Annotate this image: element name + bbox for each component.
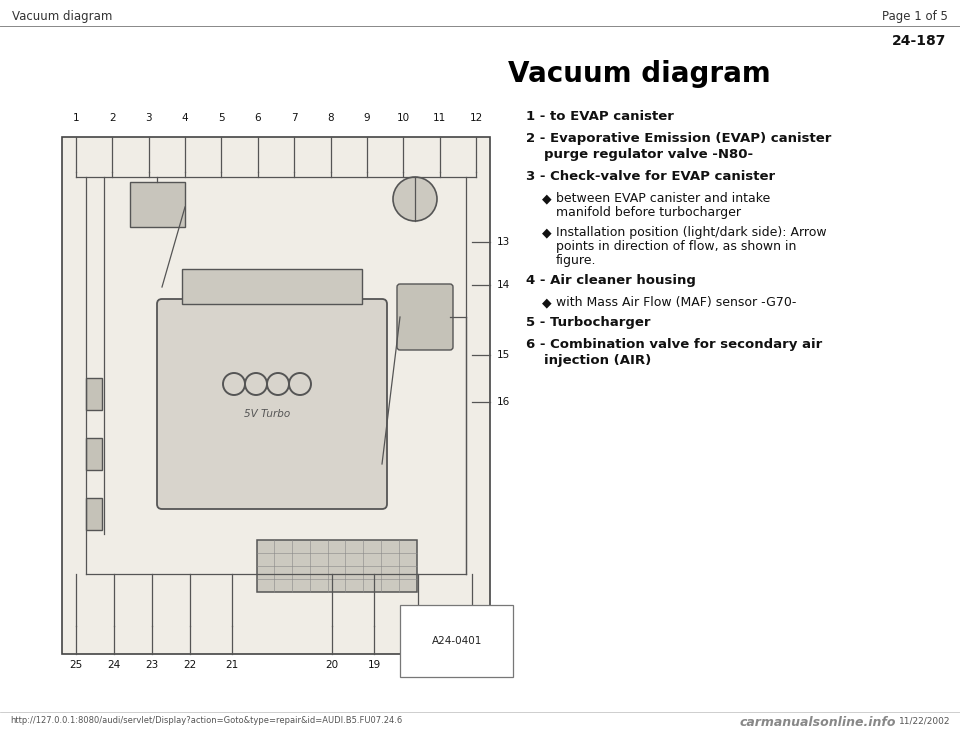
Text: 2 - Evaporative Emission (EVAP) canister: 2 - Evaporative Emission (EVAP) canister — [526, 132, 831, 145]
FancyBboxPatch shape — [157, 299, 387, 509]
Text: 18: 18 — [412, 660, 424, 670]
Text: A24-0401: A24-0401 — [432, 636, 482, 646]
Text: 4 - Air cleaner housing: 4 - Air cleaner housing — [526, 274, 696, 287]
Text: 5: 5 — [218, 113, 225, 123]
Text: injection (AIR): injection (AIR) — [544, 354, 651, 367]
Text: ◆: ◆ — [542, 296, 552, 309]
Text: 15: 15 — [497, 350, 511, 360]
Text: 4: 4 — [181, 113, 188, 123]
Bar — [86, 378, 102, 410]
Text: purge regulator valve -N80-: purge regulator valve -N80- — [544, 148, 754, 161]
Text: 23: 23 — [145, 660, 158, 670]
Text: 6 - Combination valve for secondary air: 6 - Combination valve for secondary air — [526, 338, 823, 351]
Text: 24-187: 24-187 — [892, 34, 946, 48]
Text: with Mass Air Flow (MAF) sensor -G70-: with Mass Air Flow (MAF) sensor -G70- — [556, 296, 797, 309]
Bar — [62, 137, 490, 654]
Text: Vacuum diagram: Vacuum diagram — [12, 10, 112, 23]
Text: ◆: ◆ — [542, 226, 552, 239]
Text: Vacuum diagram: Vacuum diagram — [508, 60, 771, 88]
Text: 9: 9 — [364, 113, 371, 123]
Bar — [86, 438, 102, 470]
Text: 19: 19 — [368, 660, 380, 670]
Text: 25: 25 — [69, 660, 83, 670]
Text: 8: 8 — [327, 113, 334, 123]
Text: 16: 16 — [497, 397, 511, 407]
Text: ◆: ◆ — [542, 192, 552, 205]
Text: 6: 6 — [254, 113, 261, 123]
Text: 7: 7 — [291, 113, 298, 123]
Text: Installation position (light/dark side): Arrow: Installation position (light/dark side):… — [556, 226, 827, 239]
Text: figure.: figure. — [556, 254, 596, 267]
Text: 14: 14 — [497, 280, 511, 290]
Text: 24: 24 — [108, 660, 121, 670]
Text: 1 - to EVAP canister: 1 - to EVAP canister — [526, 110, 674, 123]
Text: 21: 21 — [226, 660, 239, 670]
Text: 10: 10 — [396, 113, 410, 123]
Text: 12: 12 — [469, 113, 483, 123]
Text: 3: 3 — [145, 113, 152, 123]
Text: Page 1 of 5: Page 1 of 5 — [882, 10, 948, 23]
Text: carmanualsonline.info: carmanualsonline.info — [740, 716, 897, 729]
Text: 13: 13 — [497, 237, 511, 247]
Text: 1: 1 — [73, 113, 80, 123]
Text: 17: 17 — [466, 660, 479, 670]
Text: 5V Turbo: 5V Turbo — [244, 409, 290, 419]
Bar — [257, 540, 417, 592]
Text: 11: 11 — [433, 113, 446, 123]
Bar — [130, 182, 185, 227]
Text: 2: 2 — [109, 113, 115, 123]
Bar — [182, 269, 362, 304]
Text: 22: 22 — [183, 660, 197, 670]
Text: 3 - Check-valve for EVAP canister: 3 - Check-valve for EVAP canister — [526, 170, 775, 183]
Text: 20: 20 — [325, 660, 339, 670]
FancyBboxPatch shape — [397, 284, 453, 350]
Text: 11/22/2002: 11/22/2002 — [899, 716, 950, 725]
Bar — [86, 498, 102, 530]
Text: manifold before turbocharger: manifold before turbocharger — [556, 206, 741, 219]
Text: http://127.0.0.1:8080/audi/servlet/Display?action=Goto&type=repair&id=AUDI.B5.FU: http://127.0.0.1:8080/audi/servlet/Displ… — [10, 716, 402, 725]
Text: points in direction of flow, as shown in: points in direction of flow, as shown in — [556, 240, 797, 253]
Text: between EVAP canister and intake: between EVAP canister and intake — [556, 192, 770, 205]
Text: 5 - Turbocharger: 5 - Turbocharger — [526, 316, 651, 329]
Circle shape — [393, 177, 437, 221]
